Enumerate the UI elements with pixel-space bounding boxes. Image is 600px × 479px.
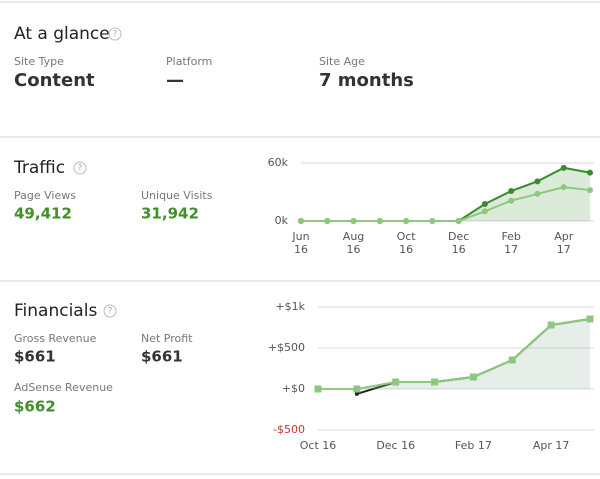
field-value: 31,942 [141,205,199,223]
field-value: Content [14,70,95,91]
point [314,385,322,393]
point [354,391,359,396]
point [586,315,594,323]
y-tick-label: 60k [268,156,289,169]
field-label: Site Age [319,55,365,68]
point [508,356,516,364]
point [298,218,304,224]
series-line [318,317,591,390]
help-icon-mark: ? [113,30,118,40]
point [560,164,567,171]
x-tick-label: Apr 17 [533,439,570,452]
chart: +$1k +$500 +$0 -$500 Oct 16 Dec 16 Feb 17 Apr 1… [268,300,594,452]
point [324,218,331,224]
point [534,178,541,185]
x-tick-label: Feb 17 [501,230,520,256]
point [587,187,593,194]
area [318,318,590,389]
point [403,218,410,224]
x-tick-label: Dec 16 [448,230,469,256]
area [301,167,590,221]
field-value: $662 [14,398,56,416]
point [429,218,436,224]
section-title: At a glance [14,24,110,44]
y-tick-label: -$500 [273,423,305,436]
field-label: Page Views [14,189,76,202]
help-icon-mark: ? [108,307,113,317]
field-value: $661 [141,348,183,366]
y-tick-label: 0k [275,214,289,227]
point [508,197,515,204]
x-tick-label: Oct 16 [397,230,417,256]
field-value: — [166,70,184,91]
point [469,373,477,381]
point [481,208,488,215]
x-tick-label: Oct 16 [300,439,337,452]
point [534,190,541,197]
y-tick-label: +$1k [275,300,305,313]
x-tick-label: Jun 16 [291,230,309,256]
point [431,378,439,386]
field-value: 49,412 [14,205,72,223]
field-label: Unique Visits [141,189,213,202]
help-icon-mark: ? [78,164,83,174]
x-tick-label: Apr 17 [554,230,574,256]
point [560,184,567,191]
point [350,218,357,224]
field-label: Site Type [14,55,64,68]
y-tick-label: +$500 [268,341,305,354]
point [508,188,515,195]
help-icon[interactable] [73,161,87,175]
help-icon[interactable] [108,27,122,41]
point [392,378,400,386]
chart: 0k 60k Jun 16 Aug 16 Oct 16 Dec 16 Feb 17 Apr 17 [268,156,594,256]
field-label: AdSense Revenue [14,381,113,394]
point [353,385,361,393]
point [587,169,593,176]
field-label: Net Profit [141,332,193,345]
field-value: $661 [14,348,56,366]
y-tick-label: +$0 [282,382,305,395]
help-icon[interactable] [103,304,117,318]
point [481,200,488,207]
point [455,218,462,224]
x-tick-label: Dec 16 [376,439,415,452]
field-value: 7 months [319,70,414,91]
field-label: Gross Revenue [14,332,97,345]
x-tick-label: Aug 16 [343,230,364,256]
point [376,218,383,224]
point [547,321,555,329]
x-tick-label: Feb 17 [455,439,492,452]
section-title: Traffic [13,158,65,178]
series-line [301,186,591,222]
field-label: Platform [166,55,212,68]
section-title: Financials [14,301,97,321]
